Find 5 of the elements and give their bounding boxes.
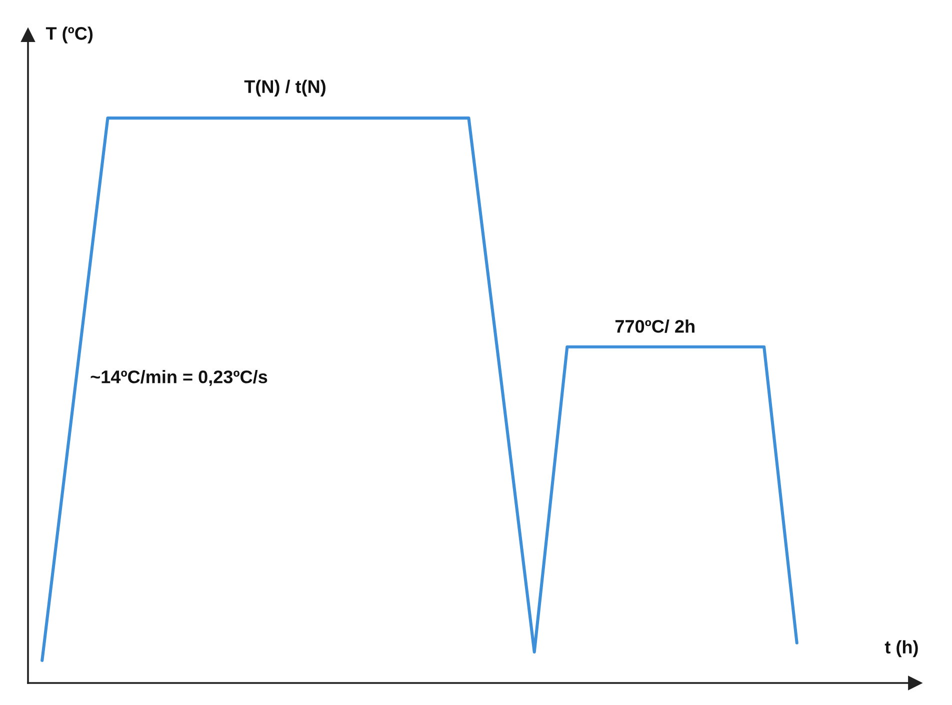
y-axis-title: T (ºC) — [46, 26, 93, 44]
annotation: ~14ºC/min = 0,23ºC/s — [90, 370, 268, 386]
annotation: 770ºC/ 2h — [615, 319, 694, 333]
x-axis-title: t (h) — [884, 640, 918, 658]
text: T(N) / t(N) — [244, 80, 326, 97]
